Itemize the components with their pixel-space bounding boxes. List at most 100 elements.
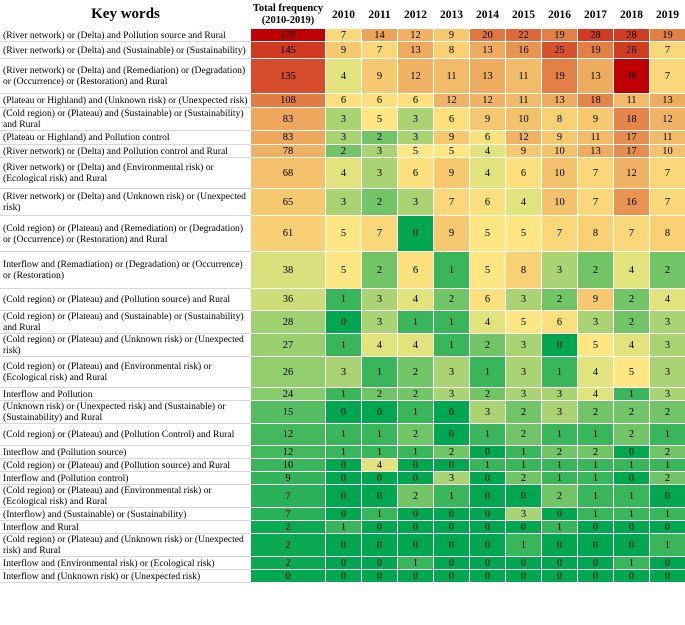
heat-cell-2018: 0 xyxy=(613,445,650,459)
heat-cell-2013: 11 xyxy=(433,58,470,94)
heat-cell-2013: 0 xyxy=(433,507,470,521)
keyword-cell: Interflow and (Environmental risk) or (E… xyxy=(0,556,251,570)
heat-cell-2019: 1 xyxy=(649,533,685,557)
heat-cell-2011: 0 xyxy=(361,569,398,583)
heat-cell-2015: 3 xyxy=(505,333,542,357)
keyword-cell: (Cold region) or (Plateau) and (Remediat… xyxy=(0,215,251,252)
heat-cell-2019: 11 xyxy=(649,130,685,145)
heat-cell-2017: 13 xyxy=(577,144,614,158)
heat-cell-2012: 0 xyxy=(397,471,434,485)
heat-cell-2016: 1 xyxy=(541,423,578,446)
heat-cell-2018: 2 xyxy=(613,310,650,334)
heat-cell-2010: 0 xyxy=(325,484,362,508)
heat-cell-2010: 1 xyxy=(325,445,362,459)
heat-cell-2010: 0 xyxy=(325,556,362,570)
heat-cell-2012: 0 xyxy=(397,533,434,557)
table-row: Interflow and (Environmental risk) or (E… xyxy=(0,556,685,570)
heat-cell-2017: 2 xyxy=(577,400,614,424)
heat-cell-2018: 1 xyxy=(613,484,650,508)
heat-cell-2015: 10 xyxy=(505,107,542,131)
heat-cell-2013: 2 xyxy=(433,288,470,311)
table-row: (Cold region) or (Plateau) and (Environm… xyxy=(0,484,685,508)
total-frequency-cell: 7 xyxy=(250,484,326,508)
heat-cell-2017: 19 xyxy=(577,41,614,59)
keyword-cell: (Cold region) or (Plateau) and (Pollutio… xyxy=(0,288,251,311)
heat-cell-2012: 2 xyxy=(397,387,434,401)
heat-cell-2013: 12 xyxy=(433,93,470,108)
heat-cell-2016: 0 xyxy=(541,333,578,357)
total-frequency-cell: 10 xyxy=(250,458,326,472)
heat-cell-2013: 0 xyxy=(433,400,470,424)
keywords-header: Key words xyxy=(0,0,251,29)
keyword-cell: (Cold region) or (Plateau) and (Unknown … xyxy=(0,333,251,357)
year-header-2015: 2015 xyxy=(505,0,542,29)
heat-cell-2018: 0 xyxy=(613,471,650,485)
total-frequency-cell: 28 xyxy=(250,310,326,334)
heat-cell-2017: 1 xyxy=(577,484,614,508)
heat-cell-2016: 3 xyxy=(541,400,578,424)
heat-cell-2015: 11 xyxy=(505,58,542,94)
heat-cell-2017: 0 xyxy=(577,556,614,570)
heat-cell-2015: 1 xyxy=(505,533,542,557)
heat-cell-2015: 8 xyxy=(505,251,542,289)
heat-cell-2016: 10 xyxy=(541,188,578,216)
heat-cell-2011: 0 xyxy=(361,556,398,570)
table-row: Interflow and (Pollution source) 12 1 1 1 2 0 1… xyxy=(0,445,685,459)
heat-cell-2014: 6 xyxy=(469,288,506,311)
heat-cell-2014: 4 xyxy=(469,310,506,334)
heat-cell-2018: 5 xyxy=(613,356,650,388)
heat-cell-2011: 3 xyxy=(361,288,398,311)
heat-cell-2015: 12 xyxy=(505,130,542,145)
heat-cell-2011: 2 xyxy=(361,130,398,145)
heat-cell-2012: 2 xyxy=(397,484,434,508)
heat-cell-2015: 3 xyxy=(505,387,542,401)
heat-cell-2016: 0 xyxy=(541,533,578,557)
heat-cell-2011: 5 xyxy=(361,107,398,131)
heat-cell-2019: 2 xyxy=(649,445,685,459)
heat-cell-2016: 8 xyxy=(541,107,578,131)
total-frequency-cell: 61 xyxy=(250,215,326,252)
heat-cell-2016: 2 xyxy=(541,445,578,459)
heat-cell-2016: 19 xyxy=(541,28,578,42)
heat-cell-2016: 9 xyxy=(541,130,578,145)
heat-cell-2012: 1 xyxy=(397,556,434,570)
table-row: (River network) or (Delta) and (Remediat… xyxy=(0,58,685,94)
table-row: (River network) or (Delta) and Pollution… xyxy=(0,28,685,42)
heat-cell-2015: 5 xyxy=(505,310,542,334)
heat-cell-2016: 0 xyxy=(541,569,578,583)
heat-cell-2014: 20 xyxy=(469,28,506,42)
heat-cell-2012: 0 xyxy=(397,569,434,583)
heat-cell-2018: 0 xyxy=(613,533,650,557)
heat-cell-2011: 2 xyxy=(361,387,398,401)
heat-cell-2017: 0 xyxy=(577,533,614,557)
keyword-cell: (River network) or (Delta) and Pollution… xyxy=(0,144,251,158)
heat-cell-2018: 7 xyxy=(613,215,650,252)
heat-cell-2014: 4 xyxy=(469,144,506,158)
heat-cell-2017: 3 xyxy=(577,310,614,334)
heat-cell-2011: 3 xyxy=(361,310,398,334)
total-frequency-cell: 178 xyxy=(250,28,326,42)
heat-cell-2019: 3 xyxy=(649,387,685,401)
keyword-cell: (River network) or (Delta) and (Environm… xyxy=(0,157,251,189)
heat-cell-2017: 11 xyxy=(577,130,614,145)
heat-cell-2013: 0 xyxy=(433,423,470,446)
heat-cell-2014: 2 xyxy=(469,333,506,357)
heat-cell-2015: 0 xyxy=(505,569,542,583)
heat-cell-2016: 0 xyxy=(541,556,578,570)
heat-cell-2014: 4 xyxy=(469,157,506,189)
table-row: (Cold region) or (Plateau) and (Remediat… xyxy=(0,215,685,252)
heat-cell-2016: 7 xyxy=(541,215,578,252)
heat-cell-2017: 0 xyxy=(577,569,614,583)
total-frequency-cell: 135 xyxy=(250,58,326,94)
heat-cell-2016: 6 xyxy=(541,310,578,334)
total-frequency-cell: 27 xyxy=(250,333,326,357)
heat-cell-2019: 2 xyxy=(649,471,685,485)
heat-cell-2012: 3 xyxy=(397,130,434,145)
total-frequency-cell: 83 xyxy=(250,130,326,145)
year-header-2016: 2016 xyxy=(541,0,578,29)
year-header-2014: 2014 xyxy=(469,0,506,29)
heat-cell-2012: 6 xyxy=(397,157,434,189)
heat-cell-2017: 1 xyxy=(577,507,614,521)
heat-cell-2017: 0 xyxy=(577,520,614,534)
